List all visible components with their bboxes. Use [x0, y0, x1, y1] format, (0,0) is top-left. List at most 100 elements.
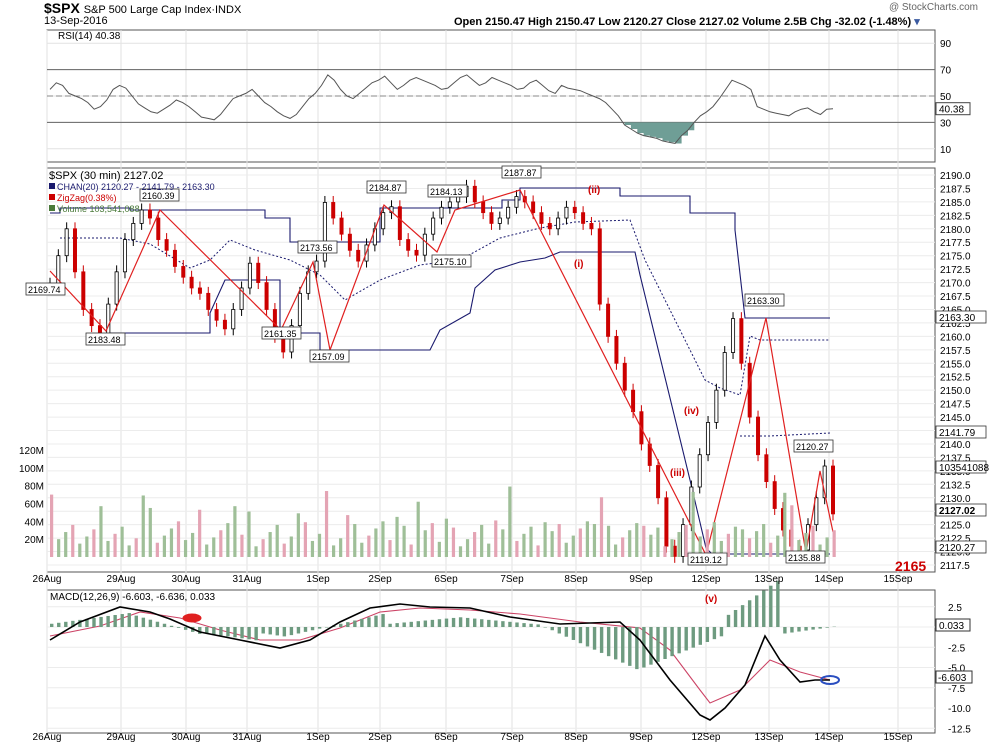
macd-hist-bar [317, 627, 322, 629]
macd-hist-bar [275, 627, 279, 636]
volume-bar [50, 494, 54, 557]
macd-hist-bar [571, 627, 576, 640]
x-tick-2Sep: 2Sep [368, 574, 392, 585]
volume-bar [825, 537, 829, 557]
channel-mid [60, 219, 830, 396]
volume-bar [92, 529, 96, 557]
macd-hist-bar [522, 623, 526, 627]
volume-bar [332, 545, 336, 557]
price-tick-2157.5: 2157.5 [940, 346, 971, 357]
volume-bar [776, 535, 780, 557]
price-callout-2184.13: 2184.13 [430, 187, 463, 197]
macd-hist-bar [99, 616, 103, 627]
candle-body [206, 292, 211, 310]
candle-body [122, 239, 127, 273]
macd-hist-bar [205, 627, 209, 634]
vol-tick-80M: 80M [25, 482, 44, 493]
macd-hist-bar [592, 627, 597, 650]
candle-body [572, 206, 577, 214]
candle-body [139, 209, 144, 224]
macd-hist-bar [92, 617, 96, 627]
macd-hist-bar [353, 620, 357, 627]
candle-body [472, 185, 477, 203]
price-callout-box [427, 184, 468, 198]
volume-bar [444, 518, 448, 557]
x-tick-30Aug-macd: 30Aug [172, 732, 201, 743]
candle-body [681, 524, 686, 557]
volume-bar [804, 532, 808, 557]
volume-bar [656, 527, 660, 557]
volume-bar [134, 538, 138, 557]
macd-hist-bar [437, 619, 442, 627]
volume-bar [564, 542, 568, 557]
volume-bar [268, 532, 272, 557]
macd-hist-bar [226, 627, 230, 637]
volume-bar [282, 543, 286, 557]
volume-bar [614, 544, 618, 557]
wave-label: (i) [574, 259, 583, 270]
price-callout-box [139, 188, 180, 202]
candle-body [239, 287, 244, 310]
macd-hist-bar [494, 620, 498, 627]
candle-body [197, 287, 202, 294]
macd-hist-bar [198, 627, 202, 634]
x-tick-12Sep-macd: 12Sep [692, 732, 721, 743]
volume-bar [395, 516, 399, 557]
candle-body [314, 260, 319, 273]
macd-hist-bar [233, 627, 237, 638]
macd-hist-bar [430, 619, 435, 627]
volume-bar [353, 524, 357, 557]
price-tick-2182.5: 2182.5 [940, 211, 971, 222]
candle-body [431, 217, 436, 235]
price-tick-2180.0: 2180.0 [940, 225, 971, 236]
macd-hist-bar [691, 627, 695, 648]
x-tick-1Sep: 1Sep [306, 574, 330, 585]
volume-bar [705, 529, 709, 557]
volume-bar [120, 526, 124, 557]
volume-bar [71, 524, 75, 557]
macd-hist-bar [762, 590, 766, 627]
macd-hist-bar [71, 620, 75, 627]
price-callout-box [687, 552, 728, 566]
x-tick-1Sep-macd: 1Sep [306, 732, 330, 743]
price-tick-2150.0: 2150.0 [940, 386, 971, 397]
volume-bar [465, 539, 470, 557]
candle-body [747, 362, 752, 418]
macd-hist-bar [628, 627, 632, 666]
candle-body [214, 309, 219, 321]
macd-hist-bar [409, 621, 413, 627]
x-tick-13Sep: 13Sep [755, 574, 784, 585]
x-tick-14Sep-macd: 14Sep [815, 732, 844, 743]
macd-hist-bar [726, 614, 731, 627]
volume-bar [832, 530, 836, 557]
candle-body [222, 319, 227, 330]
volume-bar [529, 526, 533, 557]
candle-body [731, 318, 736, 353]
volume-bar [240, 534, 244, 557]
macd-hist-bar [599, 627, 604, 653]
volume-bar [677, 532, 681, 557]
volume-bar [747, 538, 752, 557]
x-tick-7Sep: 7Sep [500, 574, 524, 585]
macd-legend: MACD(12,26,9) -6.603, -6.636, 0.033 [50, 592, 216, 603]
price-callout-box [793, 439, 834, 453]
x-tick-26Aug-macd: 26Aug [33, 732, 62, 743]
macd-hist-bar [374, 615, 378, 627]
candle-body [81, 271, 86, 310]
macd-hist-bar [346, 622, 350, 627]
macd-hist-bar [684, 627, 688, 651]
price-callout-2161.35: 2161.35 [264, 329, 297, 339]
macd-hist-bar [783, 627, 787, 634]
rsi-legend: RSI(14) 40.38 [58, 31, 121, 42]
macd-hist-bar [240, 627, 244, 639]
chevron-down-icon[interactable]: ▾ [914, 16, 920, 28]
macd-tick--12.5: -12.5 [948, 724, 971, 735]
volume-bar [437, 541, 441, 557]
vol-tick-120M: 120M [19, 446, 44, 457]
volume-bar [550, 531, 554, 557]
price-tick-2132.5: 2132.5 [940, 480, 971, 491]
volume-bar [606, 525, 611, 557]
volume-bar [346, 515, 350, 557]
candle-body [706, 422, 711, 456]
candle-body [497, 217, 502, 224]
